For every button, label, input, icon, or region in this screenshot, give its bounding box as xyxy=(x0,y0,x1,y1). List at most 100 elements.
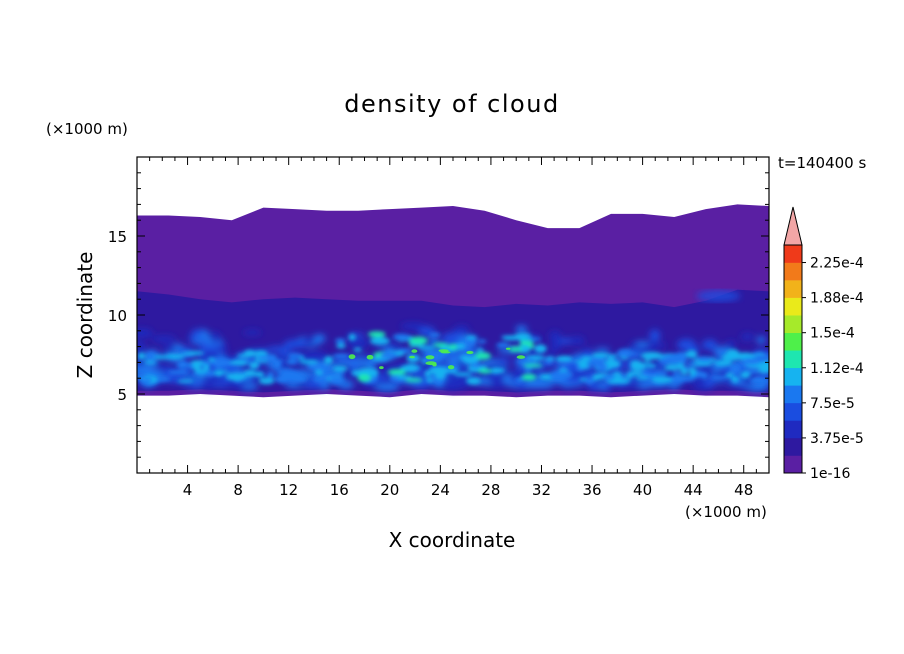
colorbar-level xyxy=(784,367,802,386)
y-unit-label: (×1000 m) xyxy=(46,120,128,138)
cloud-core-patch xyxy=(445,368,458,374)
cloud-core-patch xyxy=(258,377,275,385)
cloud-core-patch xyxy=(436,378,444,383)
cloud-core-patch xyxy=(374,340,382,345)
cloud-core-patch xyxy=(496,342,510,348)
cloud-core-patch xyxy=(760,360,769,369)
colorbar-level xyxy=(784,315,802,333)
cloud-patch xyxy=(740,333,755,341)
colorbar-level xyxy=(784,455,802,474)
cloud-core-patch xyxy=(725,372,734,378)
cloud-core-patch xyxy=(731,376,739,383)
cloud-core-patch xyxy=(731,365,740,374)
cloud-core-patch xyxy=(177,379,195,383)
cloud-core-patch xyxy=(664,364,680,371)
y-tick-label: 15 xyxy=(108,228,127,246)
cloud-core-patch xyxy=(404,378,423,382)
cloud-core-patch xyxy=(190,360,206,365)
cloud-core-patch xyxy=(640,370,651,378)
cloud-core-patch xyxy=(524,367,532,373)
cloud-core-patch xyxy=(502,335,521,341)
cloud-core-patch xyxy=(508,346,523,352)
x-tick-label: 12 xyxy=(279,481,298,499)
cloud-core-patch xyxy=(645,363,657,368)
cloud-core-patch xyxy=(191,373,211,376)
cloud-patch xyxy=(569,336,585,345)
cloud-core-patch xyxy=(315,370,323,375)
cloud-patch xyxy=(137,341,146,354)
cloud-core-patch xyxy=(392,333,411,341)
colorbar-label: 7.5e-5 xyxy=(810,396,855,412)
cloud-patch xyxy=(241,384,259,390)
cloud-core-patch xyxy=(287,353,303,359)
cloud-core-patch xyxy=(585,377,595,385)
cloud-patch xyxy=(385,342,399,348)
cloud-core-patch xyxy=(265,353,277,361)
cloud-core-patch xyxy=(243,349,257,358)
cloud-peak-spot xyxy=(409,355,415,359)
cloud-patch xyxy=(704,378,716,387)
cloud-patch xyxy=(617,384,642,389)
cloud-patch xyxy=(221,381,244,388)
x-tick-label: 4 xyxy=(183,481,193,499)
cloud-patch xyxy=(496,357,511,364)
cloud-patch xyxy=(137,328,153,338)
cloud-core-patch xyxy=(466,377,481,385)
cloud-core-patch xyxy=(387,368,406,376)
cloud-patch xyxy=(304,381,323,389)
cloud-core-patch xyxy=(465,335,477,340)
cloud-patch xyxy=(547,350,557,355)
cloud-core-patch xyxy=(596,362,608,372)
cloud-patch xyxy=(702,339,718,350)
colorbar-label: 1e-16 xyxy=(810,466,850,482)
colorbar-level xyxy=(784,420,802,439)
cloud-core-patch xyxy=(299,359,319,364)
cloud-core-patch xyxy=(332,365,348,372)
colorbar-level xyxy=(784,297,802,316)
colorbar-level xyxy=(784,350,802,369)
cloud-core-patch xyxy=(396,375,413,380)
cloud-core-patch xyxy=(666,356,687,363)
cloud-patch xyxy=(210,332,221,343)
cloud-peak-spot xyxy=(505,347,511,350)
cloud-patch xyxy=(191,329,204,337)
cloud-patch xyxy=(173,343,184,353)
colorbar-label: 3.75e-5 xyxy=(810,431,864,447)
cloud-patch xyxy=(502,374,512,384)
cloud-patch xyxy=(313,334,326,343)
chart-title: density of cloud xyxy=(344,90,559,118)
cloud-core-patch xyxy=(163,354,185,359)
cloud-core-patch xyxy=(146,352,154,361)
cloud-core-patch xyxy=(405,367,415,371)
cloud-core-patch xyxy=(696,356,713,362)
cloud-core-patch xyxy=(258,355,267,361)
cloud-core-patch xyxy=(176,362,194,367)
cloud-patch xyxy=(743,376,755,386)
cloud-core-patch xyxy=(253,350,268,356)
cloud-core-patch xyxy=(272,361,282,370)
cloud-core-patch xyxy=(752,376,765,382)
cloud-patch xyxy=(374,379,392,385)
cloud-core-patch xyxy=(335,338,346,344)
cloud-core-patch xyxy=(578,362,589,369)
cloud-core-patch xyxy=(137,352,146,360)
cloud-core-patch xyxy=(555,355,573,362)
colorbar: 1e-16 3.75e-5 7.5e-5 1.12e-4 1.5e-4 1.88e-4 2.… xyxy=(783,206,864,482)
x-tick-label: 8 xyxy=(233,481,243,499)
x-axis-label: X coordinate xyxy=(389,528,516,552)
cloud-core-patch xyxy=(676,363,685,370)
cloud-core-patch xyxy=(249,361,260,369)
cloud-core-patch xyxy=(755,354,769,359)
x-tick-label: 28 xyxy=(481,481,500,499)
cloud-core-patch xyxy=(470,362,484,368)
cloud-core-patch xyxy=(285,358,299,365)
cloud-patch xyxy=(649,329,661,342)
cloud-peak-spot xyxy=(425,355,435,360)
x-tick-label: 24 xyxy=(431,481,450,499)
cloud-patch xyxy=(346,338,370,349)
colorbar-label: 1.12e-4 xyxy=(810,361,864,377)
cloud-peak-spot xyxy=(447,365,455,370)
cloud-core-patch xyxy=(425,377,434,383)
cloud-core-patch xyxy=(574,359,589,364)
